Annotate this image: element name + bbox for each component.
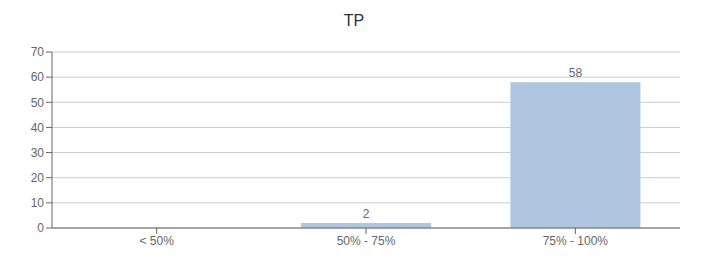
- html-text:TP: TP: [343, 12, 365, 29]
- svg-text:50% - 75%: 50% - 75%: [337, 234, 396, 248]
- svg-text:0: 0: [37, 221, 44, 235]
- svg-text:50: 50: [31, 96, 45, 110]
- svg-text:30: 30: [31, 146, 45, 160]
- svg-text:2: 2: [363, 207, 370, 221]
- svg-text:20: 20: [31, 171, 45, 185]
- svg-text:58: 58: [569, 66, 583, 80]
- svg-text:40: 40: [31, 121, 45, 135]
- svg-text:60: 60: [31, 70, 45, 84]
- svg-text:75% - 100%: 75% - 100%: [543, 234, 609, 248]
- svg-text:70: 70: [31, 45, 45, 59]
- svg-text:< 50%: < 50%: [139, 234, 174, 248]
- svg-text:10: 10: [31, 196, 45, 210]
